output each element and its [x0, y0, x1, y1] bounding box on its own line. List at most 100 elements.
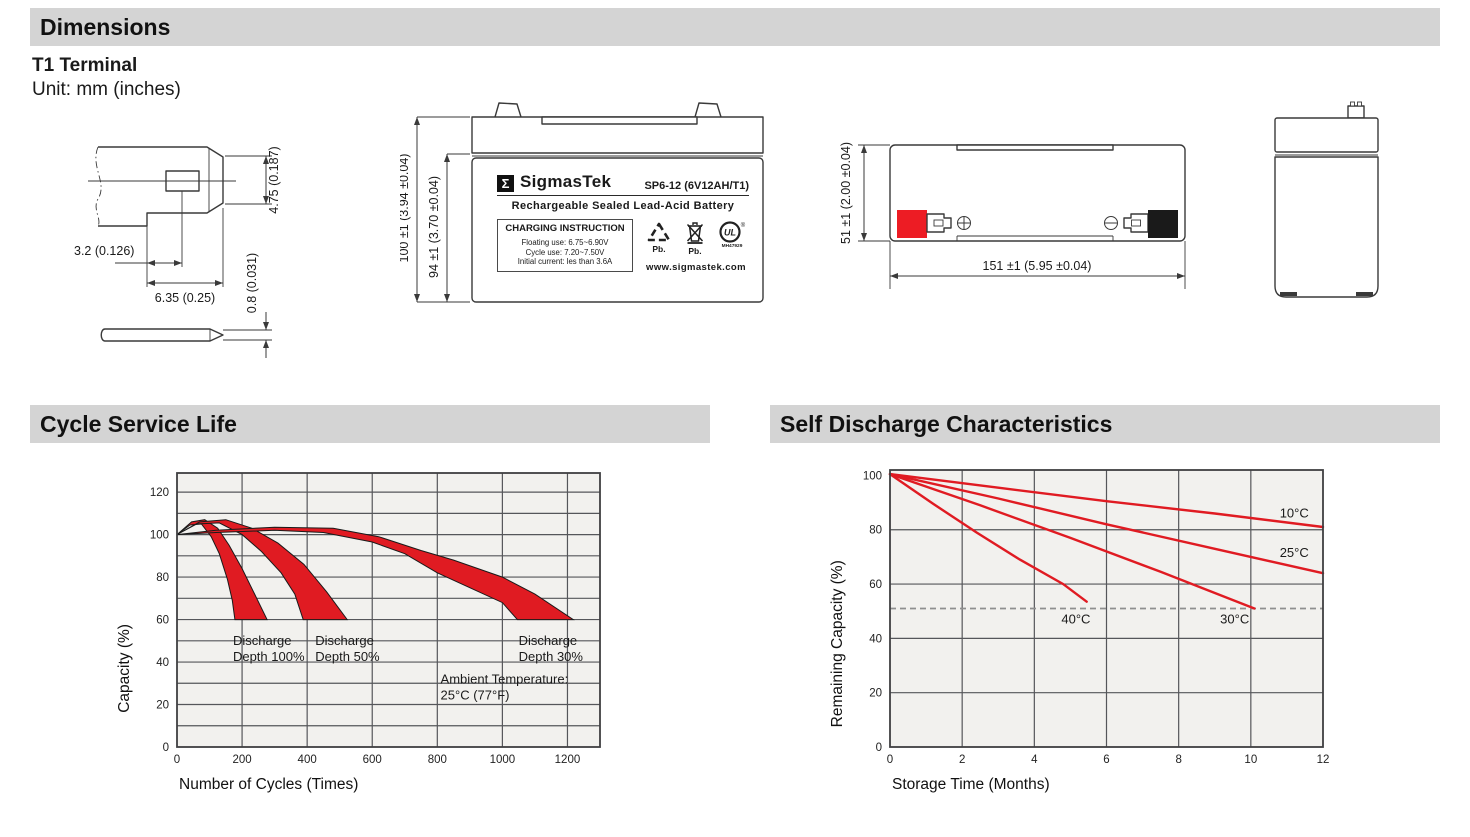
charging-line: Initial current: les than 3.6A: [517, 257, 613, 267]
certification-icons: Pb. Pb.: [643, 219, 749, 273]
x-tick-label: 12: [1317, 754, 1330, 766]
y-tick-label: 0: [163, 742, 169, 754]
end-view-body: [1274, 101, 1379, 298]
x-tick-label: 200: [232, 754, 251, 766]
battery-end-view-drawing: [1274, 101, 1379, 298]
dim-length: 151 ±1 (5.95 ±0.04): [889, 241, 1186, 289]
dim-container-height: 94 ±1 (3.70 ±0.04): [427, 153, 470, 302]
cycle-section-title: Cycle Service Life: [40, 410, 237, 437]
model-number: SP6-12 (6V12AH/T1): [644, 180, 749, 192]
logo-glyph: Σ: [501, 176, 510, 191]
dim-overall-height-label: 100 ±1 (3.94 ±0.04): [400, 154, 411, 263]
dim-width: 51 ±1 (2.00 ±0.04): [840, 142, 890, 244]
chart-annotation: Discharge Depth 100%: [233, 633, 305, 664]
x-axis-title: Storage Time (Months): [892, 776, 1050, 793]
battery-top-view-drawing: 51 ±1 (2.00 ±0.04) 151 ±1 (5.95 ±0.04): [840, 142, 1186, 289]
cycle-section-bar: Cycle Service Life: [30, 405, 710, 443]
series-line: [888, 472, 1325, 529]
series-label: 10°C: [1280, 506, 1309, 521]
dim-offset: 3.2 (0.126): [74, 244, 182, 266]
self-discharge-section-title: Self Discharge Characteristics: [780, 410, 1113, 437]
capacity-band: [176, 519, 268, 621]
x-tick-label: 800: [428, 754, 447, 766]
pb-bin-stack: Pb.: [685, 221, 705, 256]
label-divider: [497, 195, 749, 196]
negative-terminal-block: [1148, 210, 1178, 238]
series-line: [888, 472, 1088, 603]
series-label: 25°C: [1280, 545, 1309, 560]
registered-mark: ®: [741, 222, 746, 229]
x-tick-label: 0: [174, 754, 180, 766]
dim-height-label: 4.75 (0.187): [267, 146, 281, 213]
x-tick-label: 1000: [490, 754, 516, 766]
dimensions-section-bar: Dimensions: [30, 8, 1440, 46]
dim-length-label: 151 ±1 (5.95 ±0.04): [983, 259, 1092, 273]
terminal-front-outline: [88, 146, 236, 287]
crossed-bin-icon: [686, 222, 704, 244]
series-label: 40°C: [1061, 611, 1090, 626]
foot-left: [1280, 292, 1297, 296]
x-tick-label: 1200: [555, 754, 581, 766]
battery-subtitle: Rechargeable Sealed Lead-Acid Battery: [511, 200, 735, 212]
website-text: www.sigmastek.com: [646, 262, 746, 273]
terminal-notch-left: [1350, 101, 1355, 107]
x-tick-label: 4: [1031, 754, 1038, 766]
plot-border: [176, 472, 601, 748]
y-tick-label: 80: [156, 572, 169, 584]
bin-body: [688, 225, 702, 242]
dim-container-height-label: 94 ±1 (3.70 ±0.04): [427, 176, 441, 278]
handle-right: [694, 102, 722, 118]
unit-note: Unit: mm (inches): [32, 79, 181, 100]
ul-file-number: MH47929: [721, 244, 743, 249]
capacity-band: [176, 519, 349, 621]
bin-cross-lines: [686, 223, 704, 242]
terminal-notch-right: [1357, 101, 1362, 107]
lid-recess: [541, 116, 698, 125]
dim-offset-label: 3.2 (0.126): [74, 244, 134, 258]
recycle-icon: [647, 222, 671, 242]
dim-extensions: [417, 116, 470, 303]
negative-faston-tab: [1123, 213, 1149, 233]
charging-line: Cycle use: 7.20~7.50V: [525, 247, 605, 257]
handle-left: [494, 102, 522, 118]
end-view-case: [1274, 156, 1379, 298]
terminal-tab-outline: [98, 146, 224, 227]
x-tick-label: 6: [1103, 754, 1109, 766]
dim-extensions: [858, 144, 890, 242]
recycle-triangle: [647, 222, 671, 242]
positive-symbol-icon: [957, 216, 971, 230]
top-seam: [956, 144, 1114, 151]
dim-extensions: [889, 241, 1186, 289]
battery-front-body: [471, 102, 764, 303]
end-view-lid: [1274, 117, 1379, 153]
dim-overall-height: 100 ±1 (3.94 ±0.04): [400, 116, 470, 303]
y-tick-label: 100: [863, 470, 882, 482]
charging-instruction-box: CHARGING INSTRUCTION Floating use: 6.75~…: [497, 219, 633, 273]
y-tick-label: 40: [869, 633, 882, 645]
pb-recycle-stack: Pb.: [646, 221, 672, 256]
x-tick-label: 2: [959, 754, 965, 766]
dim-thickness: 0.8 (0.031): [223, 253, 272, 358]
y-tick-label: 40: [156, 657, 169, 669]
bin-handle: [692, 222, 698, 225]
x-axis-title: Number of Cycles (Times): [179, 776, 358, 793]
chart-annotation: Discharge Depth 50%: [315, 633, 380, 664]
label-bottom: CHARGING INSTRUCTION Floating use: 6.75~…: [497, 219, 749, 273]
y-tick-label: 20: [156, 700, 169, 712]
end-terminal-tab: [1347, 105, 1365, 119]
top-view-body: [889, 144, 1186, 242]
negative-symbol-icon: [1104, 216, 1118, 230]
foot-right: [1356, 292, 1373, 296]
dim-width: 6.35 (0.25): [147, 280, 223, 305]
negative-tab-hole: [1131, 219, 1141, 227]
x-tick-label: 8: [1175, 754, 1181, 766]
x-tick-label: 0: [887, 754, 893, 766]
battery-label: Σ SigmasTek SP6-12 (6V12AH/T1) Rechargea…: [497, 172, 749, 273]
y-tick-label: 20: [869, 688, 882, 700]
self-discharge-section-bar: Self Discharge Characteristics: [770, 405, 1440, 443]
dim-width-label: 6.35 (0.25): [155, 291, 215, 305]
bottom-seam: [956, 235, 1114, 241]
brand-row: Σ SigmasTek SP6-12 (6V12AH/T1): [497, 172, 749, 192]
x-tick-label: 600: [363, 754, 382, 766]
